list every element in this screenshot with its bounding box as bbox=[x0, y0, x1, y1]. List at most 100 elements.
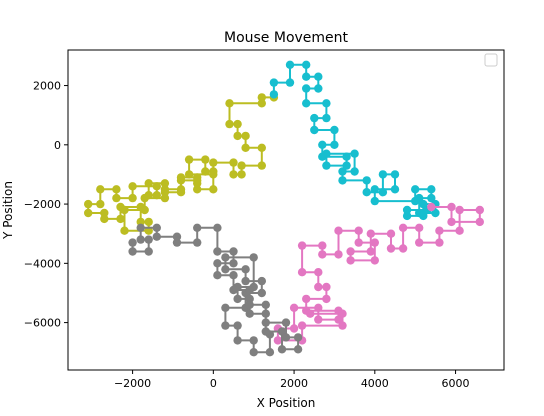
series-0-point bbox=[201, 167, 210, 176]
series-3-point bbox=[281, 318, 291, 327]
series-1-point bbox=[390, 185, 400, 194]
series-3-point bbox=[233, 294, 242, 304]
series-3-point bbox=[261, 318, 270, 327]
series-1-point bbox=[402, 205, 412, 215]
y-tick-label: 2000 bbox=[33, 80, 61, 93]
series-2-point bbox=[314, 268, 323, 277]
series-3-point bbox=[241, 276, 250, 286]
series-1-line bbox=[272, 63, 437, 217]
series-1-point bbox=[362, 176, 371, 185]
series-0-point bbox=[209, 170, 218, 179]
series-2-point bbox=[366, 247, 375, 256]
series-0-point bbox=[225, 119, 234, 129]
series-3-point bbox=[277, 345, 287, 354]
series-3-point bbox=[221, 321, 230, 330]
series-0-point bbox=[96, 185, 105, 194]
series-2-point bbox=[398, 244, 408, 253]
x-tick-label: 4000 bbox=[361, 377, 389, 390]
series-2-point bbox=[366, 229, 375, 238]
series-0-point bbox=[233, 119, 242, 129]
series-2-point bbox=[334, 315, 343, 324]
series-1-point bbox=[427, 185, 436, 194]
series-1-point bbox=[390, 170, 400, 179]
series-3-point bbox=[221, 303, 230, 312]
series-2-point bbox=[306, 309, 315, 318]
y-tick-label: −6000 bbox=[24, 317, 61, 330]
series-3-point bbox=[152, 223, 161, 232]
series-2-point bbox=[338, 321, 347, 330]
series-0-point bbox=[100, 208, 109, 218]
series-1-point bbox=[338, 167, 347, 176]
series-1-point bbox=[302, 60, 311, 69]
series-3-point bbox=[213, 271, 222, 280]
series-2-point bbox=[314, 315, 323, 324]
y-tick-label: −4000 bbox=[24, 257, 61, 270]
series-1-point bbox=[378, 188, 388, 197]
series-0 bbox=[84, 93, 279, 235]
series-0-point bbox=[160, 179, 170, 188]
series-2-point bbox=[415, 238, 424, 247]
series-1-point bbox=[269, 78, 279, 87]
series-0-point bbox=[193, 179, 202, 188]
series-3-point bbox=[213, 259, 222, 268]
series-0-point bbox=[152, 182, 161, 191]
series-3-point bbox=[229, 271, 238, 280]
series-3-point bbox=[257, 288, 266, 298]
series-2-point bbox=[386, 244, 396, 253]
series-1-point bbox=[370, 196, 379, 206]
series-1-point bbox=[370, 185, 379, 194]
series-0-point bbox=[257, 161, 266, 170]
x-tick-label: 6000 bbox=[442, 377, 470, 390]
series-3-point bbox=[261, 327, 270, 336]
series-2-point bbox=[314, 282, 323, 292]
series-0-point bbox=[84, 199, 93, 209]
series-2-point bbox=[334, 250, 343, 259]
series-3-point bbox=[293, 333, 303, 342]
series-2-point bbox=[447, 202, 456, 212]
series-3-point bbox=[128, 238, 137, 247]
series-3-point bbox=[136, 223, 145, 232]
ticks-layer: −2000 0 2000 4000 6000 2000 0 −2000 −4000 −6000 bbox=[24, 80, 470, 390]
series-3-point bbox=[233, 336, 242, 345]
series-1-point bbox=[427, 193, 436, 203]
series-3-point bbox=[245, 294, 254, 304]
series-2-point bbox=[415, 223, 424, 232]
series-1-point bbox=[322, 113, 331, 123]
series-1-point bbox=[350, 149, 359, 158]
series-3-point bbox=[144, 247, 153, 256]
series-1-point bbox=[318, 140, 327, 149]
series-0-point bbox=[241, 143, 250, 152]
series-0-point bbox=[140, 205, 149, 215]
series-1-point bbox=[322, 99, 331, 108]
series-2-point bbox=[302, 294, 311, 304]
series-2-point bbox=[398, 223, 408, 232]
series-3-point bbox=[245, 285, 254, 295]
series-1-point bbox=[419, 199, 428, 209]
series-2-point bbox=[297, 268, 307, 277]
series-3-point bbox=[277, 327, 287, 336]
series-2-point bbox=[273, 336, 283, 345]
series-0-point bbox=[225, 99, 234, 108]
series-3-point bbox=[144, 235, 153, 244]
series-0-point bbox=[237, 170, 246, 179]
series-2-point bbox=[475, 217, 484, 227]
series-3-point bbox=[221, 265, 230, 274]
series-3-point bbox=[241, 265, 250, 274]
series-2-point bbox=[354, 238, 363, 247]
series-0-point bbox=[84, 208, 93, 218]
x-tick-label: −2000 bbox=[114, 377, 151, 390]
series-3-point bbox=[193, 223, 202, 232]
series-2-point bbox=[318, 250, 327, 259]
series-2-point bbox=[435, 238, 444, 247]
series-0-point bbox=[193, 185, 202, 194]
series-0-point bbox=[201, 155, 210, 164]
series-0-point bbox=[100, 214, 109, 224]
series-2-point bbox=[370, 238, 379, 247]
series-0-point bbox=[209, 185, 218, 194]
series-0-point bbox=[176, 173, 186, 182]
series-3-point bbox=[281, 333, 291, 342]
series-0-point bbox=[144, 179, 153, 188]
series-3-point bbox=[172, 238, 182, 247]
series-0-point bbox=[112, 193, 121, 203]
series-1-point bbox=[378, 170, 388, 179]
